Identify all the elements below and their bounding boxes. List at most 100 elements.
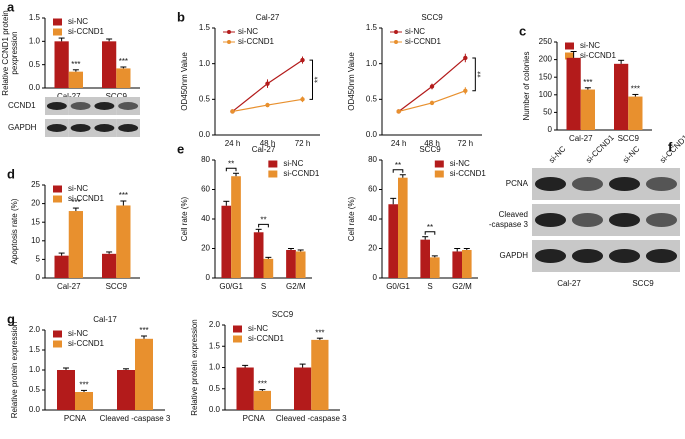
blot-row: [45, 119, 140, 137]
blot-band: [571, 176, 604, 192]
y-axis-label: Relative CCND1 protein: [1, 10, 10, 95]
blot-band: [94, 102, 115, 110]
bar: [430, 257, 440, 278]
blot-row: [532, 168, 680, 200]
blot-band: [608, 176, 641, 192]
legend-label: si-NC: [68, 329, 88, 338]
x-tick-label: Cal-27: [569, 134, 593, 143]
y-tick-label: 80: [201, 155, 210, 164]
legend-swatch: [434, 160, 444, 168]
sig-bracket: [225, 167, 237, 172]
bar: [311, 339, 329, 410]
blot-band: [608, 248, 641, 264]
y-tick-label: 40: [201, 214, 210, 223]
y-tick-label: 1.0: [29, 365, 41, 374]
blot-band: [534, 212, 567, 228]
blot-group-label: SCC9: [632, 279, 654, 288]
y-tick-label: 0.0: [29, 405, 41, 414]
y-tick-label: 0: [548, 125, 553, 134]
legend-marker: [227, 30, 231, 34]
y-tick-label: 1.5: [366, 23, 378, 32]
legend-marker: [227, 40, 231, 44]
sig-label: ***: [139, 326, 148, 335]
legend-label: si-NC: [450, 159, 470, 168]
y-tick-label: 80: [368, 155, 377, 164]
bar: [462, 249, 472, 278]
point: [230, 109, 235, 114]
blot-row-label: GAPDH: [8, 123, 37, 132]
x-tick-label: G0/G1: [219, 282, 243, 291]
point: [265, 102, 270, 108]
y-tick-label: 5: [36, 255, 41, 264]
bar: [102, 253, 117, 278]
blot-band: [46, 124, 67, 132]
blot-row-label: Cleaved: [499, 210, 528, 219]
blot-band: [534, 248, 567, 264]
sig-label: ***: [315, 328, 324, 337]
blot-row: [532, 204, 680, 236]
bar: [580, 89, 595, 130]
x-tick-label: SCC9: [106, 92, 128, 101]
x-tick-label: Cal-27: [57, 92, 81, 101]
y-tick-label: 1.5: [29, 345, 41, 354]
legend-label: si-CCND1: [68, 194, 105, 203]
legend-label: si-NC: [580, 41, 600, 50]
legend-label: si-NC: [405, 27, 425, 36]
bar: [420, 239, 430, 278]
legend-swatch: [268, 170, 278, 178]
x-tick-label: S: [261, 282, 266, 291]
sig-bracket: [472, 57, 476, 92]
panel-letter: g: [7, 311, 15, 326]
x-tick-label: 48 h: [260, 139, 276, 148]
bar: [135, 338, 153, 410]
sig-bracket: [258, 223, 269, 228]
y-tick-label: 0.5: [29, 385, 41, 394]
y-tick-label: 50: [543, 108, 552, 117]
y-axis-label: pexpression: [10, 31, 19, 74]
y-tick-label: 0: [206, 273, 211, 282]
legend-swatch: [53, 185, 62, 193]
y-tick-label: 0.5: [209, 384, 221, 393]
blot-band: [571, 212, 604, 228]
sig-bracket: [309, 59, 313, 100]
legend-swatch: [565, 42, 574, 50]
y-tick-label: 0.5: [199, 94, 211, 103]
x-tick-label: 72 h: [458, 139, 474, 148]
y-tick-label: 250: [539, 37, 553, 46]
legend-label: si-CCND1: [405, 37, 442, 46]
sig-label: ***: [71, 198, 80, 207]
panel-letter: f: [668, 139, 673, 154]
y-tick-label: 1.0: [29, 36, 41, 45]
point: [463, 55, 468, 61]
blot-band: [118, 102, 139, 110]
bar: [452, 251, 462, 278]
blot-band: [645, 176, 678, 192]
y-axis-label: Relative protein expression: [190, 319, 199, 416]
x-tick-label: 24 h: [391, 139, 407, 148]
bar: [614, 63, 629, 130]
y-tick-label: 15: [31, 217, 40, 226]
blot-row-label: -caspase 3: [489, 220, 529, 229]
legend-swatch: [233, 335, 242, 343]
bar: [57, 370, 75, 410]
y-axis-label: OD450nm Value: [180, 52, 189, 111]
bar: [116, 68, 131, 88]
blot-group-label: Cal-27: [557, 279, 581, 288]
y-tick-label: 100: [539, 90, 553, 99]
point: [300, 57, 305, 63]
x-tick-label: S: [427, 282, 432, 291]
bar: [295, 251, 306, 278]
legend-swatch: [53, 195, 62, 203]
blot-band: [645, 248, 678, 264]
bar: [68, 71, 83, 88]
y-axis-label: Cell rate (%): [347, 196, 356, 241]
sig-label: ***: [583, 78, 592, 87]
y-tick-label: 0.0: [199, 130, 211, 139]
bar: [54, 41, 69, 88]
bar: [221, 205, 232, 278]
y-tick-label: 0.0: [366, 130, 378, 139]
bar: [286, 249, 296, 278]
point: [396, 109, 401, 114]
x-tick-label: 72 h: [295, 139, 311, 148]
panel-letter: b: [177, 9, 185, 24]
